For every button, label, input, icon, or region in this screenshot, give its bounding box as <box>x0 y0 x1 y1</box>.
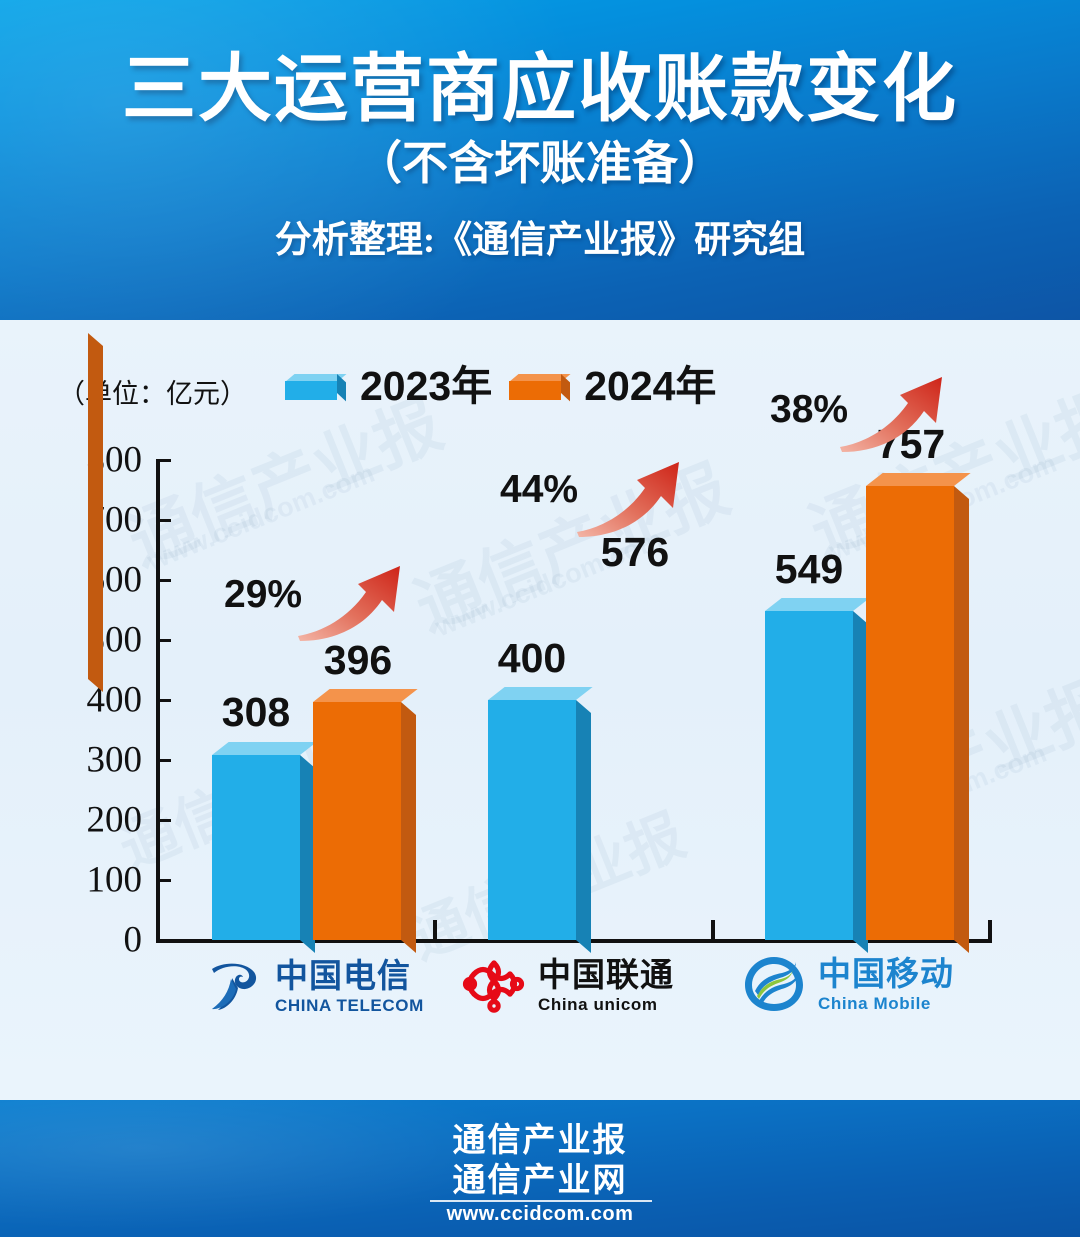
value-label-telecom-2023: 308 <box>221 689 291 735</box>
y-tick-mark <box>156 519 171 522</box>
value-label-mobile-2023: 549 <box>774 546 844 592</box>
carrier-name-en: China unicom <box>538 994 658 1014</box>
footer-brand-web: 通信产业网 <box>452 1161 628 1198</box>
legend-item-2023[interactable]: 2023年 <box>285 366 492 407</box>
china-telecom-logo-icon <box>212 963 257 1010</box>
china-mobile-logo-icon <box>745 957 803 1011</box>
growth-label-mobile: 38% <box>770 388 849 431</box>
y-tick-label: 600 <box>86 559 143 601</box>
bar-unicom-2023[interactable] <box>488 687 593 954</box>
bar-side-face <box>401 702 416 954</box>
bar-front-face <box>866 486 954 940</box>
bar-top-face <box>765 598 870 611</box>
value-label-telecom-2024: 396 <box>323 637 393 683</box>
x-axis-right-cap <box>988 920 992 942</box>
y-tick-mark <box>156 879 171 882</box>
y-tick-label: 500 <box>86 619 143 661</box>
carrier-logo-text: 中国联通 China unicom <box>538 958 674 1013</box>
growth-label-unicom: 44% <box>500 468 579 511</box>
x-axis-separator <box>433 920 437 942</box>
y-tick-label: 100 <box>86 859 143 901</box>
footer-brand-paper: 通信产业报 <box>452 1121 628 1158</box>
bar-top-face <box>866 473 971 486</box>
y-tick-mark <box>156 759 171 762</box>
bar-side-face <box>954 486 969 954</box>
bar-telecom-2024[interactable] <box>313 689 418 954</box>
y-tick-mark <box>156 639 171 642</box>
bar-front-face <box>212 755 300 940</box>
carrier-name-cn: 中国联通 <box>538 955 674 993</box>
legend-swatch-blue-icon <box>285 373 347 401</box>
y-tick-mark <box>156 819 171 822</box>
bar-top-face <box>488 687 593 700</box>
y-tick-mark <box>156 579 171 582</box>
carrier-logo-text: 中国移动 China Mobile <box>818 957 954 1012</box>
bar-side-face <box>88 333 103 693</box>
growth-arrow-telecom-icon <box>298 566 400 641</box>
bar-top-face <box>0 320 17 333</box>
footer-rule <box>430 1200 652 1202</box>
chart-panel: 通信产业报 www.ccidcom.com 通信产业报 www.ccidcom.… <box>0 320 1080 1100</box>
page-subtitle: （不含坏账准备） <box>356 137 724 189</box>
carrier-name-cn: 中国电信 <box>275 956 411 994</box>
growth-label-telecom: 29% <box>224 573 303 616</box>
growth-arrow-mobile-icon <box>840 377 942 452</box>
y-tick-label: 0 <box>123 919 143 961</box>
y-tick-label: 200 <box>86 799 143 841</box>
bar-side-face <box>576 700 591 954</box>
carrier-name-en: CHINA TELECOM <box>275 995 424 1015</box>
bar-mobile-2023[interactable] <box>765 598 870 954</box>
y-tick-label: 400 <box>86 679 143 721</box>
bar-top-face <box>313 689 418 702</box>
china-unicom-logo-icon <box>462 960 525 1013</box>
carrier-logo-china-telecom: 中国电信 CHINA TELECOM <box>202 958 424 1014</box>
legend-label-2024: 2024年 <box>584 363 717 409</box>
y-tick-mark <box>156 459 171 462</box>
y-tick-mark <box>156 699 171 702</box>
carrier-name-en: China Mobile <box>818 993 931 1013</box>
chart-legend: 2023年 2024年 <box>285 366 716 407</box>
y-tick-label: 700 <box>86 499 143 541</box>
legend-item-2024[interactable]: 2024年 <box>509 366 716 407</box>
carrier-name-cn: 中国移动 <box>818 954 954 992</box>
x-axis-separator <box>711 920 715 942</box>
footer-banner: 通信产业报 通信产业网 www.ccidcom.com <box>0 1100 1080 1237</box>
bar-front-face <box>488 700 576 940</box>
unit-label: （单位：亿元） <box>58 379 247 409</box>
bar-telecom-2023[interactable] <box>212 742 317 954</box>
footer-url[interactable]: www.ccidcom.com <box>446 1203 634 1225</box>
legend-label-2023: 2023年 <box>360 363 493 409</box>
legend-swatch-orange-icon <box>509 373 571 401</box>
bar-front-face <box>765 611 853 940</box>
growth-arrow-unicom-icon <box>577 462 679 537</box>
header-banner: 三大运营商应收账款变化 （不含坏账准备） 分析整理:《通信产业报》研究组 <box>0 0 1080 320</box>
page-title: 三大运营商应收账款变化 <box>122 47 958 130</box>
page-credit: 分析整理:《通信产业报》研究组 <box>274 220 806 261</box>
value-label-unicom-2023: 400 <box>497 635 567 681</box>
y-tick-label: 800 <box>86 439 143 481</box>
x-axis-line <box>156 939 992 943</box>
bar-mobile-2024[interactable] <box>866 473 971 954</box>
bar-front-face <box>313 702 401 940</box>
carrier-logo-text: 中国电信 CHINA TELECOM <box>275 959 424 1014</box>
carrier-logo-china-unicom: 中国联通 China unicom <box>461 956 674 1014</box>
y-tick-label: 300 <box>86 739 143 781</box>
carrier-logo-china-mobile: 中国移动 China Mobile <box>741 954 954 1014</box>
bar-top-face <box>212 742 317 755</box>
value-label-unicom-2024: 576 <box>600 529 670 575</box>
